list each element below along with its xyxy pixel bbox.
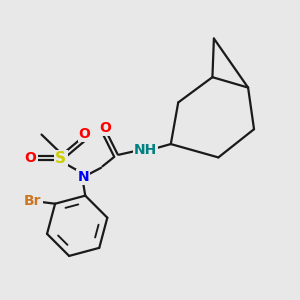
Text: NH: NH [134,143,157,157]
Text: S: S [55,151,66,166]
Text: N: N [77,170,89,184]
Text: O: O [100,121,111,135]
Text: O: O [79,127,91,141]
Text: O: O [25,151,37,165]
Text: Br: Br [24,194,42,208]
